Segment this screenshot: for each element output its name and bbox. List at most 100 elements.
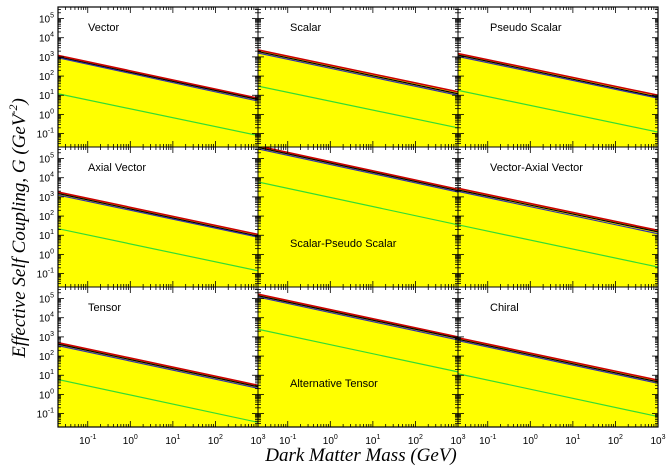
- series-line-blue: [258, 148, 458, 193]
- series-line-green: [458, 224, 658, 268]
- y-tick-label: 100: [39, 388, 54, 401]
- series-line-blue: [458, 55, 658, 99]
- series-line-black: [58, 192, 258, 237]
- series-line-blue: [58, 57, 258, 102]
- outer-frame: [57, 6, 659, 428]
- panel-label-vector: Vector: [88, 22, 120, 34]
- y-tick-label: 101: [39, 229, 54, 242]
- series-line-black: [458, 189, 658, 233]
- series-line-green: [258, 85, 458, 129]
- x-tick-label: 103: [250, 434, 265, 447]
- series-line-black: [458, 338, 658, 383]
- frame-group: [57, 6, 659, 428]
- y-tick-label: 105: [39, 13, 54, 26]
- y-tick-label: 101: [39, 89, 54, 102]
- allowed-region-fill: [258, 49, 458, 147]
- series-line-green: [58, 93, 258, 137]
- x-tick-label: 101: [365, 434, 380, 447]
- panels-group: Vector Scalar Pseudo Scalar Axial Vector Sca…: [57, 6, 659, 428]
- panel-vector: Vector: [57, 6, 259, 148]
- series-line-green: [258, 328, 458, 373]
- x-tick-label: 102: [408, 434, 423, 447]
- x-tick-label: 10-1: [79, 434, 96, 447]
- series-line-red: [458, 336, 658, 382]
- y-axis-title-close: ): [9, 98, 30, 105]
- x-tick-label: 103: [650, 434, 665, 447]
- panel-label-alternative-tensor: Alternative Tensor: [290, 378, 378, 390]
- x-tick-label: 100: [123, 434, 138, 447]
- panel-tensor: Tensor: [57, 286, 259, 428]
- series-line-black: [58, 343, 258, 388]
- x-tick-label: 10-1: [479, 434, 496, 447]
- panel-scalar-pseudo-scalar: Scalar-Pseudo Scalar: [257, 146, 459, 288]
- y-tick-label: 100: [39, 108, 54, 121]
- panel-alternative-tensor: Alternative Tensor: [257, 286, 459, 428]
- y-tick-label: 103: [39, 51, 54, 64]
- y-axis-title: Effective Self Coupling, G (GeV-2): [6, 98, 30, 359]
- series-line-black: [58, 56, 258, 101]
- y-tick-label: 105: [39, 293, 54, 306]
- y-tick-label: 10-1: [37, 408, 54, 421]
- y-tick-label: 101: [39, 369, 54, 382]
- series-line-black: [458, 54, 658, 98]
- series-line-red: [258, 49, 458, 93]
- panel-axial-vector: Axial Vector: [57, 146, 259, 288]
- series-line-green: [58, 228, 258, 272]
- y-tick-label: 104: [39, 172, 54, 185]
- panel-label-scalar: Scalar: [290, 22, 322, 34]
- allowed-region-fill: [258, 147, 458, 287]
- series-line-blue: [458, 190, 658, 235]
- x-tick-label: 100: [523, 434, 538, 447]
- x-tick-label: 101: [565, 434, 580, 447]
- series-line-red: [458, 187, 658, 232]
- series-line-blue: [458, 340, 658, 384]
- panel-pseudo-scalar: Pseudo Scalar: [457, 6, 659, 148]
- series-line-blue: [258, 52, 458, 96]
- y-tick-label: 10-1: [37, 128, 54, 141]
- allowed-region-fill: [258, 294, 458, 427]
- allowed-region-fill: [58, 55, 258, 147]
- series-line-green: [258, 181, 458, 226]
- series-line-red: [58, 341, 258, 387]
- x-tick-label: 10-1: [279, 434, 296, 447]
- series-line-green: [458, 89, 658, 133]
- panel-chiral: Chiral: [457, 286, 659, 428]
- y-tick-label: 103: [39, 191, 54, 204]
- y-tick-label: 10-1: [37, 268, 54, 281]
- series-line-black: [258, 147, 458, 192]
- x-tick-label: 102: [208, 434, 223, 447]
- series-line-green: [458, 373, 658, 418]
- panel-label-scalar-pseudo-scalar: Scalar-Pseudo Scalar: [290, 238, 397, 250]
- y-tick-label: 104: [39, 32, 54, 45]
- y-axis-title-exponent: -2: [6, 105, 20, 115]
- panel-label-axial-vector: Axial Vector: [88, 162, 146, 174]
- x-tick-label: 100: [323, 434, 338, 447]
- x-axis-title: Dark Matter Mass (GeV): [264, 445, 457, 466]
- panel-label-chiral: Chiral: [490, 302, 519, 314]
- y-tick-label: 100: [39, 248, 54, 261]
- series-line-black: [258, 50, 458, 95]
- series-line-red: [58, 191, 258, 236]
- series-line-blue: [258, 296, 458, 341]
- y-tick-label: 102: [39, 350, 54, 363]
- allowed-region-fill: [458, 53, 658, 147]
- series-line-green: [58, 378, 258, 423]
- allowed-region-fill: [458, 337, 658, 427]
- tick-labels-group: 10-1 100 101 102 103 104 105 10-1 100 101 102 103 10…: [37, 13, 666, 447]
- series-line-red: [458, 52, 658, 97]
- panel-vector-axial-vector: Vector-Axial Vector: [457, 146, 659, 288]
- series-line-blue: [58, 194, 258, 238]
- y-tick-label: 104: [39, 312, 54, 325]
- y-tick-label: 103: [39, 331, 54, 344]
- panel-label-tensor: Tensor: [88, 302, 121, 314]
- y-axis-title-main: Effective Self Coupling, G (GeV: [9, 112, 30, 359]
- allowed-region-fill: [58, 342, 258, 427]
- series-line-red: [58, 54, 258, 99]
- series-line-black: [258, 295, 458, 339]
- panel-label-pseudo-scalar: Pseudo Scalar: [490, 22, 562, 34]
- allowed-region-fill: [58, 192, 258, 287]
- series-line-blue: [58, 345, 258, 389]
- y-tick-label: 102: [39, 210, 54, 223]
- x-tick-label: 101: [165, 434, 180, 447]
